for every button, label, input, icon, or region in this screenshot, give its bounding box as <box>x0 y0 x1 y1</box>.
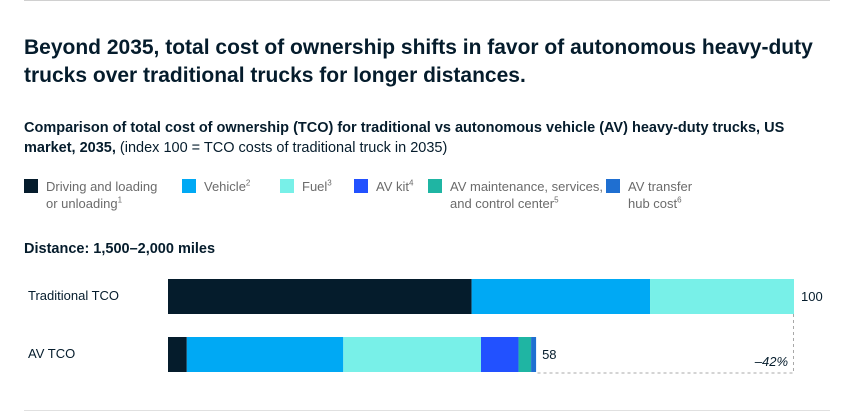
legend-item-vehicle: Vehicle2 <box>182 178 250 195</box>
bar-av-seg-2 <box>343 337 481 372</box>
chart-title: Distance: 1,500–2,000 miles <box>24 241 216 257</box>
headline: Beyond 2035, total cost of ownership shi… <box>24 36 813 87</box>
legend-label-av-transfer: AV transfer <box>628 179 693 194</box>
row-label-traditional: Traditional TCO <box>28 288 119 303</box>
legend-footnote-fuel: 3 <box>327 178 332 188</box>
legend-swatch-driving <box>24 179 38 193</box>
legend-item-av-maintenance: AV maintenance, services, and control ce… <box>428 178 603 212</box>
legend-item-fuel: Fuel3 <box>280 178 332 195</box>
legend-swatch-av-kit <box>354 179 368 193</box>
chart-subtitle-main: Comparison of total cost of ownership (T… <box>24 120 785 156</box>
legend-label-fuel: Fuel <box>302 179 328 194</box>
legend-footnote-driving: 1 <box>117 195 123 205</box>
legend-footnote-av-maintenance: 5 <box>554 195 559 205</box>
bar-traditional-seg-1 <box>471 279 651 314</box>
bar-traditional-seg-0 <box>168 279 472 314</box>
difference-bracket <box>536 314 794 374</box>
bar-segments <box>168 279 794 372</box>
legend-label-av-maintenance: AV maintenance, services, <box>450 179 603 194</box>
legend-label-av-maintenance-line2: and control center <box>450 196 555 211</box>
legend-label-vehicle: Vehicle <box>204 179 246 194</box>
legend: Driving and loading or unloading1 Vehicl… <box>24 178 834 218</box>
legend-label-driving: Driving and loading <box>46 179 158 194</box>
row-label-av: AV TCO <box>28 346 75 361</box>
top-divider <box>24 0 830 1</box>
legend-swatch-vehicle <box>182 179 196 193</box>
bar-av-seg-3 <box>481 337 519 372</box>
total-label-av: 58 <box>542 347 556 362</box>
bottom-divider <box>24 410 830 411</box>
legend-item-driving: Driving and loading or unloading1 <box>24 178 157 212</box>
legend-swatch-av-maintenance <box>428 179 442 193</box>
bar-av-seg-0 <box>168 337 187 372</box>
tco-stacked-bar-chart: Traditional TCO AV TCO 100 58 –42% <box>28 279 823 374</box>
legend-item-av-kit: AV kit4 <box>354 178 413 195</box>
bar-traditional-seg-2 <box>650 279 794 314</box>
legend-label-av-kit: AV kit <box>376 179 409 194</box>
legend-label-av-transfer-line2: hub cost <box>628 196 678 211</box>
legend-footnote-av-kit: 4 <box>409 178 414 188</box>
difference-label: –42% <box>754 354 788 369</box>
bar-av-seg-1 <box>186 337 344 372</box>
bar-av-seg-5 <box>531 337 537 372</box>
legend-footnote-av-transfer: 6 <box>677 195 682 205</box>
legend-footnote-vehicle: 2 <box>245 178 251 188</box>
legend-swatch-av-transfer <box>606 179 620 193</box>
chart-subtitle: Comparison of total cost of ownership (T… <box>24 118 824 158</box>
legend-item-av-transfer: AV transfer hub cost6 <box>606 178 692 212</box>
total-label-traditional: 100 <box>801 289 823 304</box>
chart-subtitle-note: (index 100 = TCO costs of traditional tr… <box>115 140 448 156</box>
legend-label-driving-line2: or unloading <box>46 196 118 211</box>
legend-swatch-fuel <box>280 179 294 193</box>
bar-av-seg-4 <box>518 337 532 372</box>
